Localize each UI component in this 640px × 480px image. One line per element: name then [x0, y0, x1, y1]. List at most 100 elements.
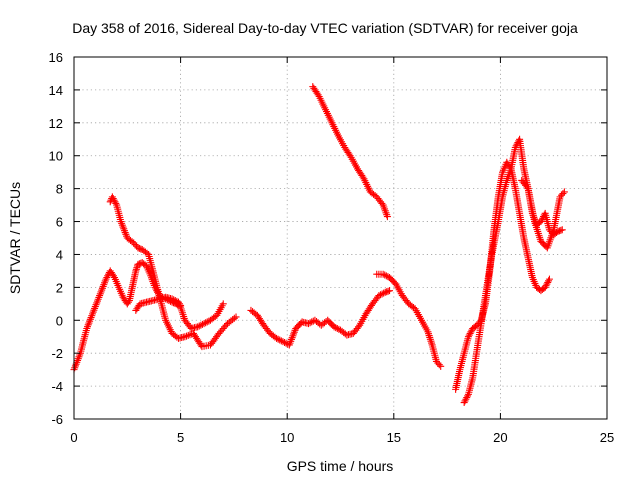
data-point	[274, 335, 282, 343]
data-point	[467, 328, 475, 336]
y-tick-label: 14	[49, 83, 63, 98]
data-point	[112, 199, 120, 207]
data-point	[110, 196, 118, 204]
data-point	[332, 324, 340, 332]
data-point	[464, 333, 472, 341]
data-point	[466, 329, 474, 337]
data-point	[306, 319, 314, 327]
data-point	[202, 319, 210, 327]
data-point	[375, 292, 383, 300]
y-tick-label: -6	[51, 412, 63, 427]
y-tick-label: -4	[51, 379, 63, 394]
data-point	[426, 333, 434, 341]
data-point	[124, 298, 132, 306]
data-point	[305, 320, 313, 328]
data-point	[108, 193, 116, 201]
series-mid-cluster	[132, 293, 185, 314]
data-point	[330, 323, 338, 331]
series-late-tail	[518, 176, 568, 252]
series-mid-day	[247, 287, 394, 349]
data-point	[545, 275, 553, 283]
series-upper-decline	[309, 83, 391, 221]
data-point	[381, 271, 389, 279]
data-points	[70, 83, 568, 407]
data-point	[168, 295, 176, 303]
data-point	[378, 199, 386, 207]
data-point	[541, 283, 549, 291]
data-point	[543, 280, 551, 288]
data-point	[109, 272, 117, 280]
data-point	[461, 397, 469, 405]
data-point	[386, 287, 394, 295]
data-point	[426, 335, 434, 343]
data-point	[111, 198, 119, 206]
data-point	[230, 314, 238, 322]
axis-ticks	[73, 56, 608, 420]
data-point	[545, 277, 553, 285]
data-point	[354, 323, 362, 331]
data-point	[464, 392, 472, 400]
data-point	[170, 296, 178, 304]
data-point	[383, 213, 391, 221]
y-tick-label: 0	[56, 313, 63, 328]
y-tick-label: 6	[56, 215, 63, 230]
data-point	[378, 290, 386, 298]
y-axis-label: SDTVAR / TECUs	[7, 182, 23, 294]
data-point	[276, 336, 284, 344]
data-point	[102, 275, 110, 283]
data-point	[435, 361, 443, 369]
data-point	[279, 338, 287, 346]
data-point	[376, 291, 384, 299]
data-point	[428, 339, 436, 347]
y-tick-label: -2	[51, 346, 63, 361]
data-point	[542, 282, 550, 290]
x-tick-label: 15	[387, 430, 401, 445]
data-point	[222, 321, 230, 329]
data-point	[181, 333, 189, 341]
data-point	[560, 188, 568, 196]
data-point	[379, 270, 387, 278]
data-point	[314, 91, 322, 99]
data-point	[281, 338, 289, 346]
data-point	[333, 325, 341, 332]
data-point	[523, 183, 531, 191]
y-tick-label: 12	[49, 116, 63, 131]
x-tick-labels: 0 5 10 15 20 25	[70, 430, 614, 445]
data-point	[558, 226, 566, 234]
y-tick-label: 2	[56, 280, 63, 295]
data-point	[427, 337, 435, 345]
x-tick-label: 0	[70, 430, 77, 445]
plot-frame	[73, 56, 608, 420]
data-point	[346, 152, 354, 160]
data-point	[203, 318, 211, 326]
y-tick-label: 4	[56, 247, 63, 262]
data-point	[200, 320, 208, 328]
data-point	[197, 341, 205, 349]
data-point	[437, 362, 445, 370]
data-point	[544, 278, 552, 286]
x-axis-label: GPS time / hours	[287, 458, 394, 474]
y-tick-label: 10	[49, 149, 63, 164]
series-low-track	[70, 259, 227, 374]
data-point	[232, 313, 240, 321]
series-upper-left	[106, 193, 240, 351]
data-point	[359, 173, 367, 181]
y-tick-labels: -6 -4 -2 0 2 4 6 8 10 12 14 16	[49, 50, 63, 427]
data-point	[183, 332, 191, 340]
data-point	[171, 297, 179, 305]
data-point	[176, 300, 184, 308]
data-point	[219, 300, 227, 308]
data-point	[184, 331, 192, 339]
y-tick-label: 16	[49, 50, 63, 65]
data-point	[559, 190, 567, 198]
x-tick-label: 20	[493, 430, 507, 445]
data-point	[180, 314, 188, 322]
data-point	[463, 394, 471, 402]
data-point	[194, 323, 202, 331]
data-point	[179, 311, 187, 319]
series-afternoon-decline	[373, 270, 445, 370]
data-point	[195, 322, 203, 330]
chart-title: Day 358 of 2016, Sidereal Day-to-day VTE…	[72, 20, 578, 36]
data-point	[273, 334, 281, 342]
